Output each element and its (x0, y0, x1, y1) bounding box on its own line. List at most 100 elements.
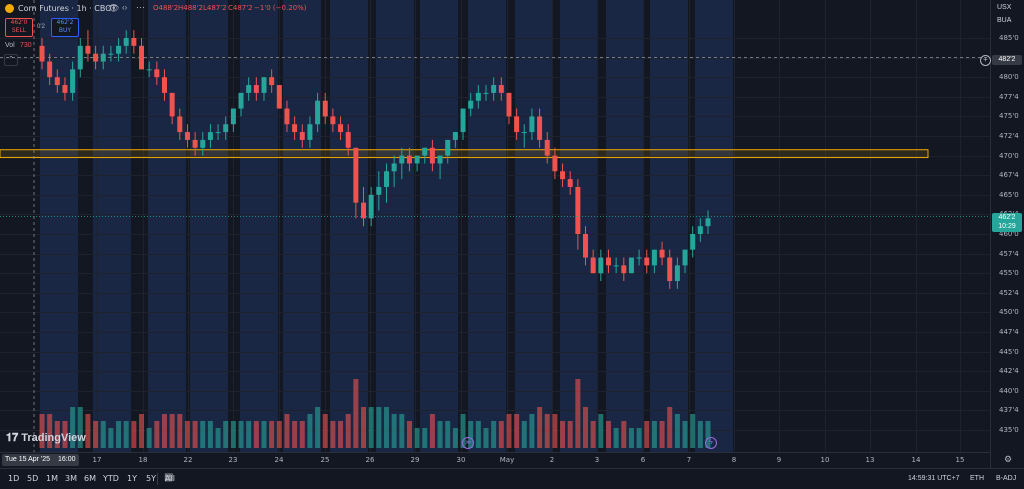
unit-label[interactable]: BUA (997, 17, 1012, 24)
volume-bar (560, 421, 566, 448)
volume-value: 730 (20, 42, 32, 49)
candle-body (506, 92, 512, 117)
candle-body (514, 116, 520, 133)
candle-body (139, 45, 145, 70)
candle-body (330, 116, 336, 125)
volume-bar (246, 421, 252, 448)
currency-label[interactable]: USX (997, 4, 1012, 11)
crosshair-date: Tue 15 Apr '25 (5, 456, 51, 463)
grid-line-horizontal (0, 253, 990, 255)
candle-body (368, 194, 374, 219)
timeframe-ytd[interactable]: YTD (103, 474, 119, 483)
grid-line-vertical (188, 0, 189, 452)
candle-body (705, 218, 711, 227)
time-tick: 25 (320, 456, 330, 464)
symbol-title[interactable]: Corn Futures · 1h · CBOT (18, 4, 117, 13)
crosshair-price-label: 482'2 (992, 55, 1022, 65)
candle-body (353, 147, 359, 203)
buy-button[interactable]: 462'2 BUY (51, 18, 79, 37)
volume-bar (429, 414, 435, 448)
candle-body (560, 171, 566, 180)
candle-body (154, 69, 160, 78)
price-tick: 485'0 (999, 34, 1019, 42)
session-button[interactable]: ETH (970, 475, 984, 482)
candle-body (674, 265, 680, 282)
volume-bar (70, 407, 76, 448)
time-axis[interactable]: 17 18 22 23 24 25 26 29 30 May 2 3 6 7 8 9 10 13 14 15 Tue … (0, 452, 990, 469)
volume-bar (567, 421, 573, 448)
lightning-icon[interactable]: ϟ (705, 437, 717, 449)
volume-bar (445, 421, 451, 448)
crosshair-date-label: Tue 15 Apr '25 16:00 (2, 454, 79, 466)
timeframe-all[interactable]: All (165, 474, 175, 483)
spread-value: 0'2 (37, 24, 45, 30)
grid-line-horizontal (0, 410, 990, 412)
candlestick-chart[interactable] (0, 0, 990, 452)
volume-bar (651, 421, 657, 448)
volume-bar (131, 421, 137, 448)
candle-body (292, 124, 298, 133)
volume-bar (253, 421, 259, 448)
candle-body (108, 53, 114, 55)
eye-icon[interactable]: 👁 (108, 3, 120, 13)
price-axis[interactable]: USX BUA 485'0482'4480'0477'4475'0472'447… (990, 0, 1024, 468)
volume-bar (682, 421, 688, 448)
volume-bar (123, 421, 129, 448)
chevron-up-icon[interactable]: ⌃ (4, 54, 18, 66)
gear-icon[interactable]: ⚙ (1004, 454, 1013, 464)
toolbar-divider (157, 473, 158, 485)
grid-line-horizontal (0, 332, 990, 333)
grid-line-vertical (370, 0, 371, 452)
grid-line-horizontal (0, 273, 990, 275)
clock-display[interactable]: 14:59:31 UTC+7 (908, 475, 960, 482)
price-tick: 450'0 (999, 308, 1019, 317)
candle-body (261, 77, 267, 93)
more-icon[interactable]: ⋯ (136, 2, 145, 12)
volume-bar (437, 421, 443, 448)
volume-bar (537, 407, 543, 448)
timeframe-5y[interactable]: 5Y (146, 474, 156, 483)
plus-icon[interactable]: + (980, 55, 991, 66)
grid-line-vertical (643, 0, 644, 452)
volume-bar (330, 421, 336, 448)
price-tick: 457'4 (999, 249, 1019, 258)
tradingview-logo[interactable]: 𝟏𝟕 TradingView (6, 432, 86, 445)
calendar-icon[interactable]: ▦ (164, 472, 174, 483)
volume-bar (628, 428, 634, 448)
timeframe-1d[interactable]: 1D (8, 474, 20, 483)
timeframe-3m[interactable]: 3M (65, 474, 77, 483)
candle-body (169, 92, 175, 117)
volume-bar (552, 414, 558, 448)
volume-bar (514, 414, 520, 448)
grid-line-horizontal (0, 116, 990, 118)
grid-line-horizontal (0, 175, 990, 177)
time-tick: 23 (228, 456, 238, 464)
volume-bar (605, 421, 611, 448)
ex-date-icon[interactable]: ≫ (462, 437, 474, 449)
candle-body (100, 53, 106, 62)
ohlc-low: L487'2 (203, 4, 227, 12)
candle-body (605, 257, 611, 266)
code-icon[interactable]: ‹› (122, 3, 128, 12)
timeframe-1y[interactable]: 1Y (127, 474, 137, 483)
session-band (695, 0, 733, 452)
timeframe-6m[interactable]: 6M (84, 474, 96, 483)
adjustment-button[interactable]: B-ADJ (996, 475, 1017, 482)
sell-button[interactable]: 462'0 SELL (5, 18, 33, 37)
volume-bar (705, 421, 711, 448)
candle-body (284, 108, 290, 125)
candle-body (613, 265, 619, 267)
candle-body (62, 85, 68, 93)
timeframe-1m[interactable]: 1M (46, 474, 58, 483)
volume-bar (223, 421, 229, 448)
session-band (515, 0, 553, 452)
time-tick: 7 (686, 456, 692, 464)
candle-body (85, 45, 91, 54)
candle-body (200, 139, 206, 148)
volume-bar (154, 421, 160, 448)
timeframe-5d[interactable]: 5D (27, 474, 39, 483)
volume-bar (345, 414, 351, 448)
grid-line-vertical (507, 0, 508, 452)
volume-bar (230, 421, 236, 448)
